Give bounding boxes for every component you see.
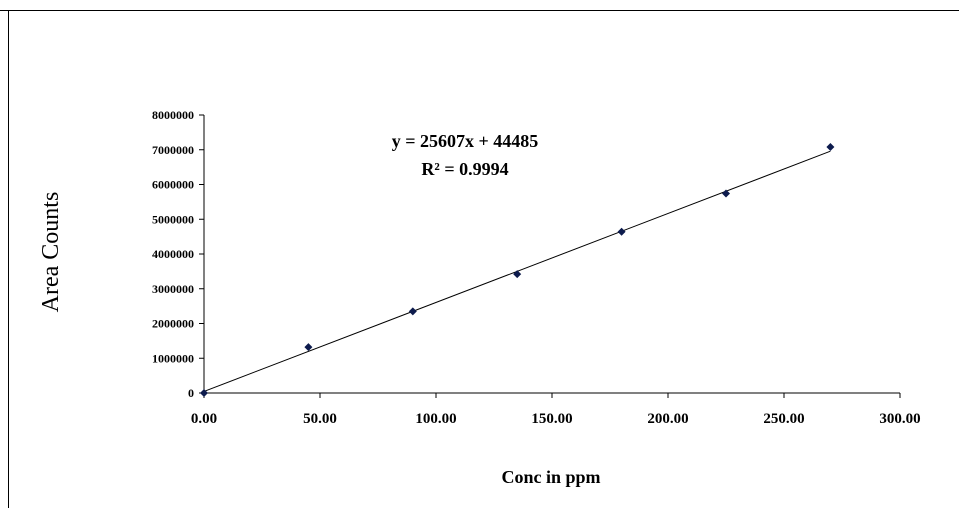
- data-point: [617, 227, 626, 236]
- data-point: [408, 307, 417, 316]
- y-axis-label: Area Counts: [38, 192, 64, 313]
- y-tick-label: 7000000: [152, 143, 194, 157]
- data-point: [722, 189, 730, 198]
- y-tick-label: 5000000: [152, 212, 194, 226]
- x-axis-label: Conc in ppm: [501, 467, 600, 487]
- y-tick-label: 4000000: [152, 247, 194, 261]
- x-tick-label: 0.00: [191, 411, 217, 427]
- data-points: [200, 142, 835, 397]
- y-tick-label: 1000000: [152, 351, 194, 365]
- y-tick-label: 0: [188, 386, 194, 400]
- x-tick-label: 250.00: [763, 411, 804, 427]
- y-tick-label: 2000000: [152, 317, 194, 331]
- y-tick-label: 8000000: [152, 108, 194, 122]
- x-tick-label: 200.00: [647, 411, 688, 427]
- data-point: [200, 389, 208, 397]
- x-tick-labels: 0.00 50.00 100.00 150.00 200.00 250.00 300.00: [191, 411, 921, 427]
- data-point: [513, 270, 522, 279]
- x-tick-label: 100.00: [415, 411, 456, 427]
- x-tick-label: 50.00: [303, 411, 337, 427]
- y-tick-label: 3000000: [152, 282, 194, 296]
- x-tick-label: 150.00: [531, 411, 572, 427]
- data-point: [826, 142, 835, 151]
- axes: [199, 114, 901, 398]
- y-tick-label: 6000000: [152, 178, 194, 192]
- trendline-equation: y = 25607x + 44485: [392, 131, 539, 151]
- y-tick-labels: 0 1000000 2000000 3000000 4000000 5000000 6000…: [152, 108, 194, 400]
- x-tick-label: 300.00: [879, 411, 920, 427]
- trendline-r2: R² = 0.9994: [421, 159, 508, 179]
- data-point: [304, 343, 313, 352]
